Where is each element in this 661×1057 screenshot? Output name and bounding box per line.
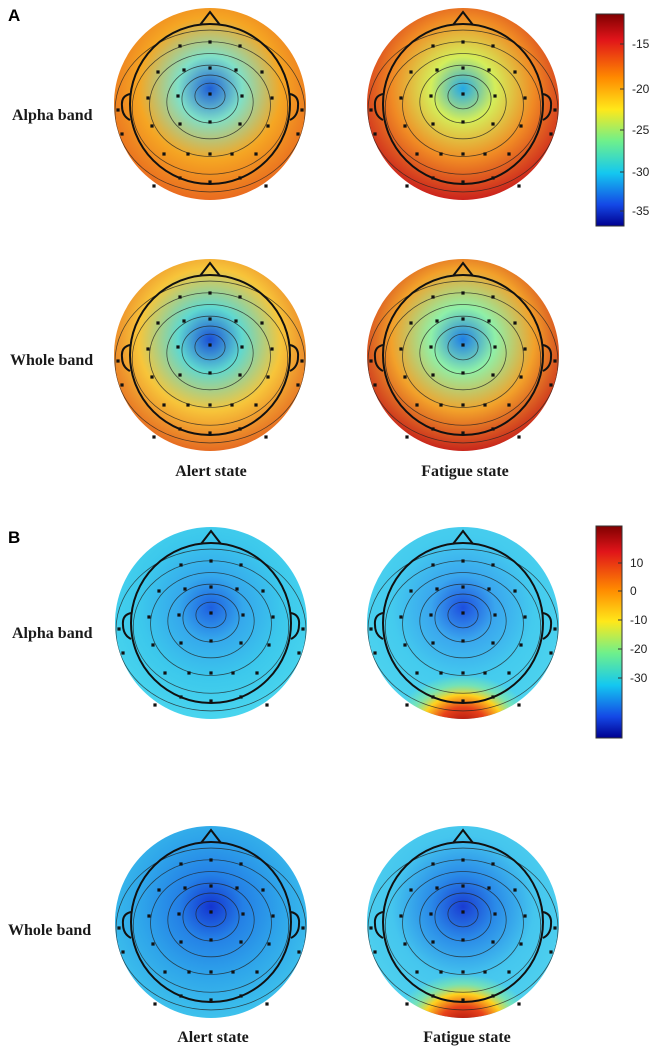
right-ear-outline (290, 612, 301, 640)
cbar-b-tick-0: 10 (630, 556, 644, 570)
left-ear-outline (121, 612, 132, 640)
nose-outline (200, 828, 222, 844)
nose-outline (452, 261, 474, 277)
row-label-alpha-a: Alpha band (12, 107, 93, 124)
topomap-disc (367, 259, 559, 451)
head-outline (382, 841, 544, 1003)
cbar-b-tick-4: -30 (630, 671, 648, 685)
topomap-disc (114, 259, 306, 451)
col-label-alert-b: Alert state (177, 1029, 249, 1046)
head-outline (382, 542, 544, 704)
row-label-whole-b: Whole band (8, 922, 92, 939)
contour-lines (367, 29, 559, 193)
topomap-alpha-band-alert-state (115, 527, 307, 719)
cbar-a-tick-4: -35 (632, 204, 650, 218)
electrodes (116, 40, 304, 188)
contour-lines (115, 847, 307, 1011)
right-ear-outline (542, 344, 553, 372)
topomap-alpha-band-fatigue-state (367, 527, 559, 719)
topomap-whole-band-fatigue-state (367, 259, 559, 451)
electrodes (369, 858, 557, 1006)
electrodes (116, 291, 304, 439)
right-ear-outline (290, 911, 301, 939)
nose-outline (199, 10, 221, 26)
cbar-a-tick-2: -25 (632, 123, 650, 137)
cbar-b-tick-2: -10 (630, 613, 648, 627)
cbar-b-tick-1: 0 (630, 584, 637, 598)
left-ear-outline (121, 911, 132, 939)
topomap-disc (114, 8, 306, 200)
left-ear-outline (120, 93, 131, 121)
electrodes (117, 858, 305, 1006)
head-outline (130, 841, 292, 1003)
head-outline (382, 274, 544, 436)
cbar-a-tick-3: -30 (632, 165, 650, 179)
topomap-disc (115, 527, 307, 719)
cbar-a-tick-0: -15 (632, 37, 650, 51)
colorbar-b (595, 525, 623, 739)
electrodes (369, 40, 557, 188)
head-outline (129, 23, 291, 185)
right-ear-outline (289, 344, 300, 372)
topomap-disc (115, 826, 307, 1018)
topomap-whole-band-fatigue-state (367, 826, 559, 1018)
left-ear-outline (373, 612, 384, 640)
topomap-whole-band-alert-state (115, 826, 307, 1018)
nose-outline (199, 261, 221, 277)
electrodes (369, 559, 557, 707)
colorbars (595, 13, 625, 739)
nose-outline (200, 529, 222, 545)
col-label-fatigue-a: Fatigue state (421, 463, 509, 480)
left-ear-outline (373, 93, 384, 121)
topomaps (114, 8, 559, 1018)
topomap-disc (367, 8, 559, 200)
contour-lines (367, 548, 559, 712)
contour-lines (367, 280, 559, 444)
left-ear-outline (373, 344, 384, 372)
head-outline (129, 274, 291, 436)
row-label-whole-a: Whole band (10, 352, 94, 369)
right-ear-outline (289, 93, 300, 121)
nose-outline (452, 828, 474, 844)
head-outline (130, 542, 292, 704)
electrodes (369, 291, 557, 439)
electrodes (117, 559, 305, 707)
left-ear-outline (120, 344, 131, 372)
col-label-fatigue-b: Fatigue state (423, 1029, 511, 1046)
left-ear-outline (373, 911, 384, 939)
cbar-b-tick-3: -20 (630, 642, 648, 656)
topomap-alpha-band-alert-state (114, 8, 306, 200)
right-ear-outline (542, 612, 553, 640)
head-outline (382, 23, 544, 185)
panel-letter-b: B (8, 528, 21, 547)
nose-outline (452, 529, 474, 545)
right-ear-outline (542, 911, 553, 939)
topomap-alpha-band-fatigue-state (367, 8, 559, 200)
cbar-a-tick-1: -20 (632, 82, 650, 96)
right-ear-outline (542, 93, 553, 121)
colorbar-a (595, 13, 625, 227)
nose-outline (452, 10, 474, 26)
topomap-whole-band-alert-state (114, 259, 306, 451)
row-label-alpha-b: Alpha band (12, 625, 93, 642)
col-label-alert-a: Alert state (175, 463, 247, 480)
panel-letter-a: A (8, 6, 21, 25)
